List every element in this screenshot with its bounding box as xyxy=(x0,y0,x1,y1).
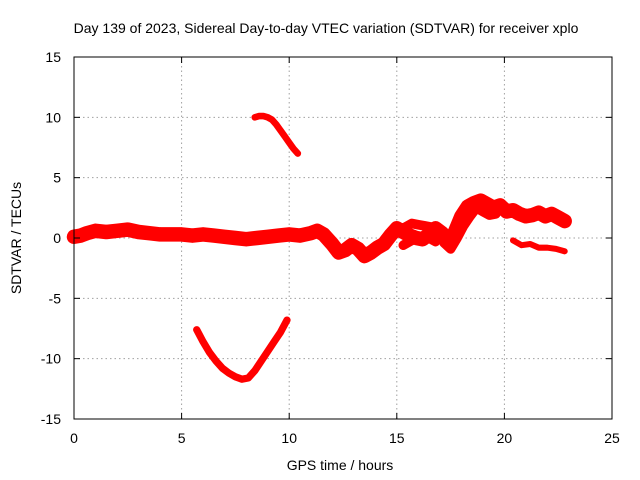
y-axis-label: SDTVAR / TECUs xyxy=(8,182,24,294)
series-secondary-band-edge xyxy=(391,208,497,252)
series-layer xyxy=(66,112,572,383)
chart-title: Day 139 of 2023, Sidereal Day-to-day VTE… xyxy=(74,20,579,36)
series-secondary-band-2-edge xyxy=(402,235,437,245)
y-tick-label: -10 xyxy=(41,351,61,367)
series-lower-right-segment-edge xyxy=(512,238,566,252)
tick-label-layer: 0 5 10 15 20 25 -15 -10 -5 0 5 10 15 xyxy=(41,49,620,446)
x-tick-label: 20 xyxy=(497,430,513,446)
x-tick-label: 0 xyxy=(70,430,78,446)
series-main-band-edge xyxy=(73,200,566,259)
series-upper-arc-edge xyxy=(253,113,299,154)
x-tick-label: 10 xyxy=(281,430,297,446)
y-tick-label: 0 xyxy=(53,230,61,246)
x-tick-label: 5 xyxy=(178,430,186,446)
axes-layer xyxy=(73,56,613,420)
x-tick-label: 15 xyxy=(389,430,405,446)
x-axis-label: GPS time / hours xyxy=(287,457,394,473)
series-lower-arc-edge xyxy=(195,317,288,382)
y-tick-label: 5 xyxy=(53,170,61,186)
y-tick-label: 15 xyxy=(45,49,61,65)
y-tick-label: 10 xyxy=(45,109,61,125)
y-tick-label: -5 xyxy=(49,290,62,306)
x-tick-label: 25 xyxy=(604,430,620,446)
y-tick-label: -15 xyxy=(41,411,61,427)
